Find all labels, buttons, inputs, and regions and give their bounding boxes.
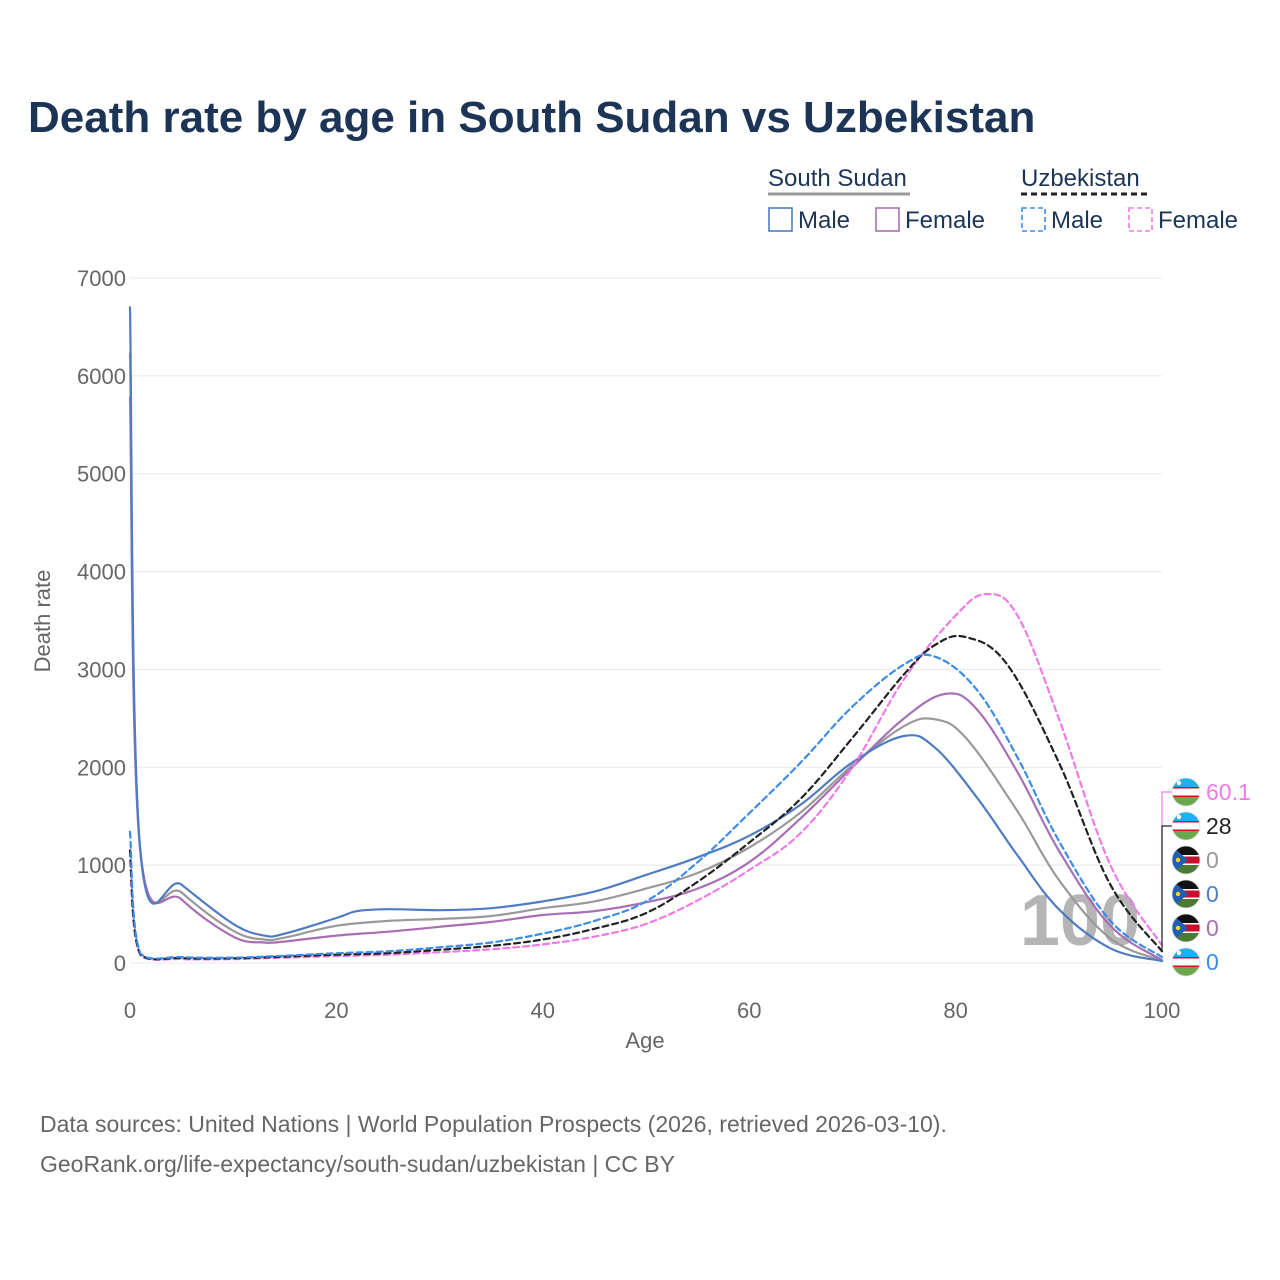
gridlines [130, 277, 1162, 964]
y-tick-label: 5000 [77, 462, 126, 487]
legend-item-label[interactable]: Male [798, 207, 850, 234]
end-value-label: 0 [1206, 949, 1219, 975]
legend-item-label[interactable]: Male [1051, 207, 1103, 234]
uzbekistan-flag-icon [1171, 777, 1201, 807]
legend-item-label[interactable]: Female [905, 207, 985, 234]
y-tick-label: 6000 [77, 364, 126, 389]
end-value-label: 0 [1206, 881, 1219, 907]
end-value-label: 60.1 [1206, 779, 1251, 805]
x-tick-label: 20 [324, 998, 348, 1023]
y-axis-title: Death rate [30, 570, 55, 673]
legend-group-title: South Sudan [768, 165, 907, 192]
y-tick-label: 1000 [77, 853, 126, 878]
south-sudan-flag-icon [1171, 845, 1201, 875]
x-axis-title: Age [625, 1028, 664, 1053]
legend-swatch[interactable] [768, 207, 793, 232]
legend-swatch[interactable] [875, 207, 900, 232]
x-tick-label: 60 [737, 998, 761, 1023]
source-line-2: GeoRank.org/life-expectancy/south-sudan/… [40, 1151, 675, 1177]
y-tick-label: 3000 [77, 657, 126, 682]
end-value-label: 28 [1206, 813, 1232, 839]
end-label-connector [1161, 825, 1174, 952]
legend: South Sudan Male Female Uzbekistan Male Femal… [768, 165, 1238, 234]
series-line-south-sudan-female [128, 396, 1164, 962]
series-line-south-sudan-total [128, 352, 1164, 962]
legend-swatch[interactable] [1128, 207, 1153, 232]
y-tick-label: 4000 [77, 560, 126, 585]
south-sudan-flag-icon [1171, 879, 1201, 909]
series-line-south-sudan-male [128, 306, 1164, 963]
end-value-label: 0 [1206, 847, 1219, 873]
end-label-connector [1161, 791, 1174, 946]
legend-swatch[interactable] [1021, 207, 1046, 232]
x-axis-ticks: 0 20 40 60 80 100 [124, 998, 1180, 1023]
chart-title: Death rate by age in South Sudan vs Uzbe… [28, 93, 1035, 142]
legend-group-title: Uzbekistan [1021, 165, 1140, 192]
end-value-label: 0 [1206, 915, 1219, 941]
y-axis-ticks: 0 1000 2000 3000 4000 5000 6000 7000 [77, 266, 126, 976]
y-tick-label: 0 [114, 951, 126, 976]
uzbekistan-flag-icon [1171, 811, 1201, 841]
x-tick-label: 0 [124, 998, 136, 1023]
source-line-1: Data sources: United Nations | World Pop… [40, 1111, 947, 1137]
series-lines [128, 306, 1164, 963]
y-tick-label: 2000 [77, 755, 126, 780]
animation-frame-label: 100 [1020, 881, 1140, 961]
x-tick-label: 40 [531, 998, 555, 1023]
south-sudan-flag-icon [1171, 913, 1201, 943]
x-tick-label: 80 [943, 998, 967, 1023]
uzbekistan-flag-icon [1171, 947, 1201, 977]
legend-item-label[interactable]: Female [1158, 207, 1238, 234]
end-labels: 60.1 28 0 0 0 0 [1161, 777, 1251, 977]
y-tick-label: 7000 [77, 266, 126, 291]
series-line-uzbekistan-male [128, 653, 1164, 960]
x-tick-label: 100 [1144, 998, 1181, 1023]
series-line-uzbekistan-female [128, 592, 1164, 961]
